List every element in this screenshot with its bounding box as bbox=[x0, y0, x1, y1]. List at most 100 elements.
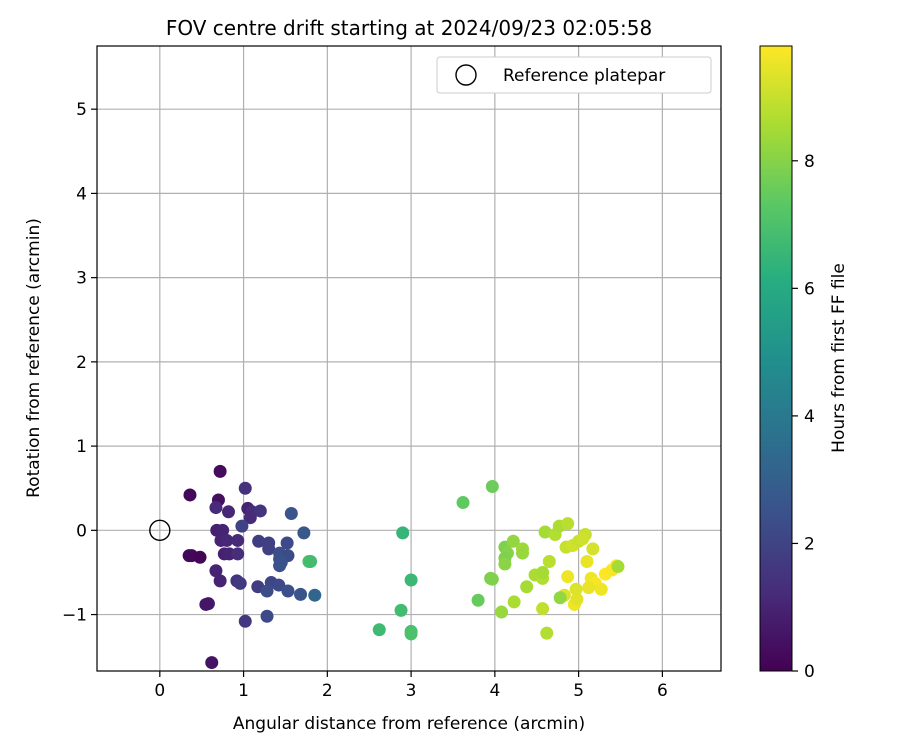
scatter-point bbox=[580, 554, 594, 568]
y-axis-label: Rotation from reference (arcmin) bbox=[24, 218, 44, 498]
colorbar-tick-label: 0 bbox=[804, 662, 815, 682]
scatter-point bbox=[520, 580, 534, 594]
colorbar-ticks: 0 2 4 6 8 bbox=[792, 152, 815, 682]
x-tick-label: 4 bbox=[489, 681, 500, 701]
scatter-point bbox=[536, 602, 550, 616]
scatter-point bbox=[536, 565, 550, 579]
scatter-point bbox=[252, 534, 266, 548]
scatter-point bbox=[515, 546, 529, 560]
plot-frame bbox=[96, 45, 722, 672]
y-tick-label: 3 bbox=[76, 269, 87, 289]
scatter-point bbox=[576, 532, 590, 546]
scatter-point bbox=[253, 504, 267, 518]
scatter-point bbox=[594, 582, 608, 596]
y-tick-label: 0 bbox=[76, 521, 87, 541]
legend-marker bbox=[455, 64, 477, 86]
scatter-point bbox=[193, 550, 207, 564]
scatter-point bbox=[273, 559, 287, 573]
y-tick-label: 4 bbox=[76, 184, 87, 204]
x-tick-label: 1 bbox=[238, 681, 249, 701]
scatter-point bbox=[233, 576, 247, 590]
x-tick-label: 2 bbox=[322, 681, 333, 701]
grid bbox=[97, 46, 721, 671]
x-tick-label: 6 bbox=[657, 681, 668, 701]
scatter-point bbox=[569, 582, 583, 596]
scatter-point bbox=[561, 570, 575, 584]
scatter-point bbox=[220, 533, 234, 547]
scatter-point bbox=[238, 481, 252, 495]
scatter-point bbox=[297, 526, 311, 540]
reference-platepar-marker bbox=[149, 519, 171, 542]
scatter-point bbox=[540, 626, 554, 640]
scatter-point bbox=[216, 523, 230, 537]
scatter-point bbox=[235, 519, 249, 533]
colorbar-tick-label: 6 bbox=[804, 279, 815, 299]
scatter-point bbox=[213, 464, 227, 478]
scatter-point bbox=[199, 597, 213, 611]
scatter-point bbox=[611, 560, 625, 574]
scatter-point bbox=[561, 517, 575, 531]
colorbar-tick-label: 2 bbox=[804, 534, 815, 554]
scatter-point bbox=[456, 496, 470, 510]
scatter-point bbox=[304, 554, 318, 568]
scatter-point bbox=[506, 534, 520, 548]
scatter-point bbox=[260, 584, 274, 598]
colorbar-label: Hours from first FF file bbox=[829, 263, 849, 453]
y-tick-label: −1 bbox=[62, 606, 87, 626]
x-tick-label: 5 bbox=[573, 681, 584, 701]
scatter-point bbox=[284, 506, 298, 520]
scatter-point bbox=[205, 656, 219, 670]
scatter-point bbox=[498, 557, 512, 571]
legend: Reference platepar bbox=[436, 56, 712, 94]
legend-entry-reference: Reference platepar bbox=[503, 66, 665, 86]
scatter-point bbox=[542, 554, 556, 568]
scatter-point bbox=[243, 511, 257, 525]
scatter-point bbox=[281, 584, 295, 598]
scatter-point bbox=[231, 547, 245, 561]
y-axis-ticks: −1 0 1 2 3 4 5 bbox=[62, 100, 97, 626]
scatter-point bbox=[280, 536, 294, 550]
scatter-point bbox=[570, 592, 584, 606]
scatter-point bbox=[222, 505, 236, 519]
scatter-point bbox=[586, 542, 600, 556]
scatter-point bbox=[209, 501, 223, 515]
x-tick-label: 3 bbox=[406, 681, 417, 701]
scatter-point bbox=[485, 480, 499, 494]
y-tick-label: 5 bbox=[76, 100, 87, 120]
reference-point bbox=[149, 519, 171, 542]
scatter-point bbox=[272, 578, 286, 592]
scatter-point bbox=[471, 593, 485, 607]
scatter-point bbox=[209, 564, 223, 578]
scatter-point bbox=[404, 627, 418, 641]
scatter-point bbox=[582, 581, 596, 595]
scatter-point bbox=[238, 614, 252, 628]
scatter-point bbox=[394, 603, 408, 617]
colorbar-tick-label: 8 bbox=[804, 152, 815, 172]
colorbar: 0 2 4 6 8 Hours from first FF file bbox=[759, 45, 849, 682]
scatter-point bbox=[485, 572, 499, 586]
data-points bbox=[182, 464, 625, 670]
y-tick-label: 2 bbox=[76, 353, 87, 373]
scatter-point bbox=[396, 526, 410, 540]
scatter-point bbox=[183, 488, 197, 502]
colorbar-gradient bbox=[759, 45, 793, 672]
legend-box bbox=[436, 56, 712, 94]
scatter-point bbox=[262, 542, 276, 556]
scatter-point bbox=[213, 574, 227, 588]
scatter-point bbox=[538, 525, 552, 539]
x-axis-label: Angular distance from reference (arcmin) bbox=[233, 714, 585, 734]
scatter-point bbox=[495, 605, 509, 619]
scatter-point bbox=[404, 573, 418, 587]
scatter-point bbox=[308, 588, 322, 602]
chart-title: FOV centre drift starting at 2024/09/23 … bbox=[166, 16, 652, 40]
scatter-point bbox=[260, 609, 274, 623]
scatter-point bbox=[553, 591, 567, 605]
y-tick-label: 1 bbox=[76, 437, 87, 457]
scatter-point bbox=[294, 587, 308, 601]
colorbar-tick-label: 4 bbox=[804, 407, 815, 427]
scatter-point bbox=[231, 533, 245, 547]
scatter-point bbox=[507, 595, 521, 609]
x-axis-ticks: 0 1 2 3 4 5 6 bbox=[154, 671, 668, 701]
x-tick-label: 0 bbox=[154, 681, 165, 701]
